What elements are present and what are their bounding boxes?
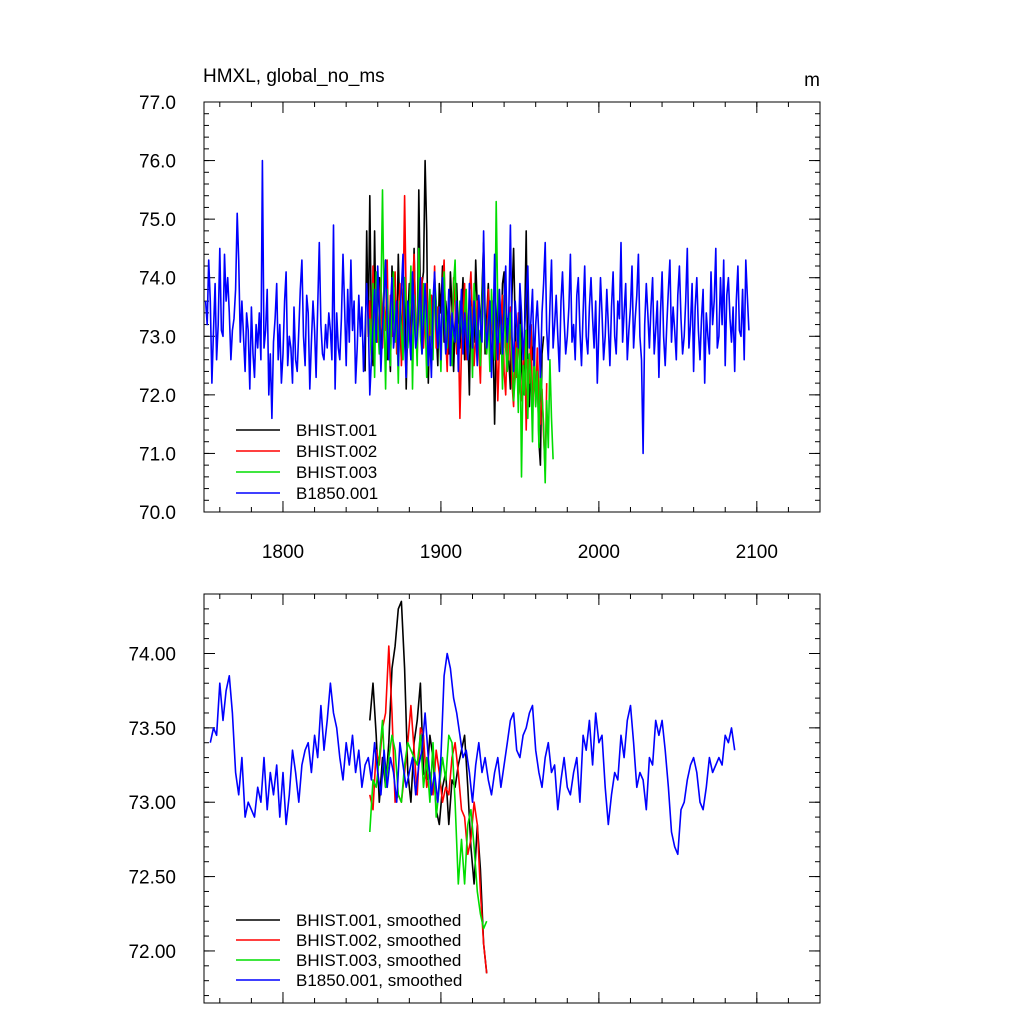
- y-tick-label: 73.00: [128, 793, 176, 814]
- y-tick-label: 72.0: [139, 386, 176, 407]
- legend-label: BHIST.003, smoothed: [296, 951, 461, 970]
- legend-label: BHIST.002: [296, 442, 377, 461]
- y-tick-label: 70.0: [139, 503, 176, 524]
- y-tick-label: 75.0: [139, 210, 176, 231]
- y-tick-label: 74.0: [139, 269, 176, 290]
- x-tick-label: 2000: [578, 542, 620, 563]
- y-tick-label: 74.00: [128, 644, 176, 665]
- y-tick-label: 76.0: [139, 152, 176, 173]
- series-line-b1850-001: [204, 159, 750, 455]
- legend-label: BHIST.001: [296, 421, 377, 440]
- x-tick-label: 2100: [736, 542, 778, 563]
- series-line-b1850-001-smoothed: [209, 652, 736, 856]
- y-tick-label: 73.50: [128, 719, 176, 740]
- bottom-panel: 72.00 72.50 73.00 73.50 74.00 BHIST.001, smoo…: [128, 593, 821, 1004]
- plot-frame: [203, 101, 821, 513]
- legend-label: BHIST.002, smoothed: [296, 931, 461, 950]
- legend-label: B1850.001: [296, 484, 378, 503]
- units-label: m: [804, 70, 820, 91]
- y-tick-label: 71.0: [139, 444, 176, 465]
- y-tick-label: 72.00: [128, 942, 176, 963]
- x-tick-label: 1800: [262, 542, 304, 563]
- y-tick-label: 73.0: [139, 327, 176, 348]
- top-panel: 70.0 71.0 72.0 73.0 74.0 75.0 76.0 77.0 1800 1900…: [139, 93, 821, 563]
- y-tick-label: 72.50: [128, 868, 176, 889]
- legend-label: BHIST.001, smoothed: [296, 911, 461, 930]
- series-line-bhist-003-smoothed: [369, 719, 488, 930]
- plot-frame: [203, 593, 821, 1004]
- legend-label: BHIST.003: [296, 463, 377, 482]
- y-tick-label: 77.0: [139, 93, 176, 114]
- x-tick-label: 1900: [420, 542, 462, 563]
- legend-label: B1850.001, smoothed: [296, 971, 462, 990]
- chart-title: HMXL, global_no_ms: [203, 66, 385, 87]
